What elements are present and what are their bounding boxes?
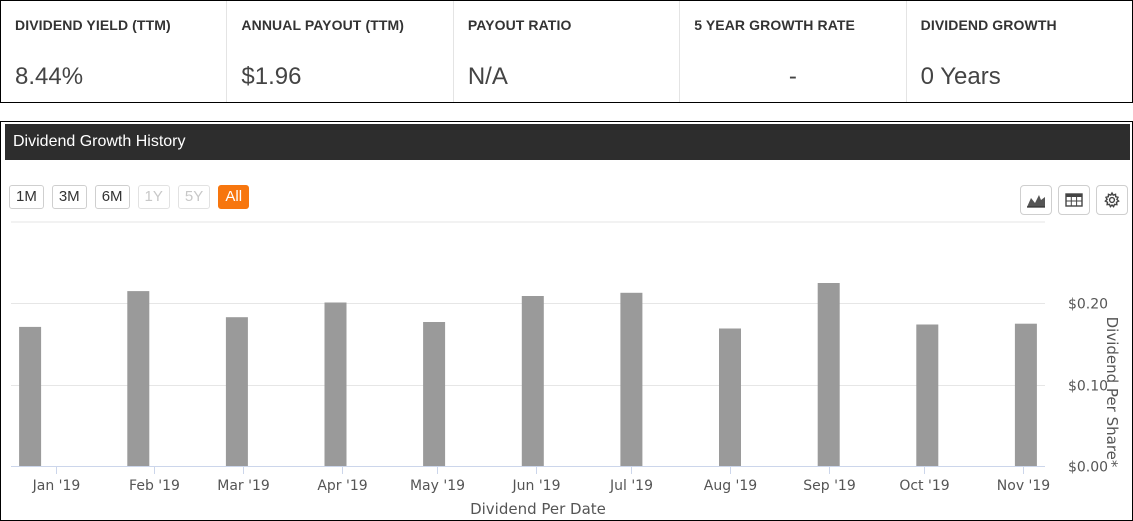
dividend-bar bbox=[620, 292, 643, 466]
x-tick-label: Nov '19 bbox=[997, 478, 1050, 494]
stat-value: $1.96 bbox=[241, 63, 302, 90]
chart-toolbar bbox=[1020, 185, 1128, 215]
dividend-bar bbox=[719, 328, 741, 466]
y-axis: $0.00 $0.10 $0.20 bbox=[1068, 297, 1108, 476]
stat-label: PAYOUT RATIO bbox=[467, 17, 572, 33]
range-1m-button[interactable]: 1M bbox=[9, 185, 44, 209]
dividend-bar bbox=[916, 324, 939, 466]
dividend-bar bbox=[225, 317, 248, 466]
dividend-bar-chart: Jan '19 Feb '19 Mar '19 Apr '19 May '19 Jun '… bbox=[11, 221, 1121, 518]
y-tick-label: $0.10 bbox=[1068, 379, 1108, 395]
x-tick-label: Oct '19 bbox=[899, 478, 949, 494]
dividend-bar bbox=[521, 296, 544, 466]
table-icon bbox=[1065, 193, 1083, 207]
stat-value: N/A bbox=[467, 63, 508, 90]
x-tick-label: Jun '19 bbox=[512, 478, 561, 494]
chart-view-button[interactable] bbox=[1020, 185, 1052, 215]
stat-value: - bbox=[788, 63, 797, 90]
x-tick-label: Aug '19 bbox=[704, 478, 757, 494]
stat-annual-payout: ANNUAL PAYOUT (TTM) $1.96 bbox=[227, 1, 454, 102]
x-axis: Jan '19 Feb '19 Mar '19 Apr '19 May '19 Jun '… bbox=[11, 466, 1050, 494]
dividend-bar bbox=[19, 326, 42, 466]
stat-value: 0 Years bbox=[920, 63, 1001, 90]
stat-value: 8.44% bbox=[15, 63, 84, 90]
stat-label: DIVIDEND YIELD (TTM) bbox=[15, 17, 171, 33]
x-tick-label: Feb '19 bbox=[129, 478, 180, 494]
range-1y-button[interactable]: 1Y bbox=[137, 185, 170, 209]
x-tick-label: Mar '19 bbox=[217, 478, 270, 494]
range-all-button[interactable]: All bbox=[218, 185, 250, 209]
stat-label: 5 YEAR GROWTH RATE bbox=[694, 17, 855, 33]
y-tick-label: $0.00 bbox=[1068, 460, 1108, 476]
stat-dividend-yield: DIVIDEND YIELD (TTM) 8.44% bbox=[1, 1, 228, 102]
table-view-button[interactable] bbox=[1058, 185, 1090, 215]
panel-title: Dividend Growth History bbox=[5, 124, 1130, 160]
dividend-bar bbox=[324, 302, 347, 466]
range-5y-button[interactable]: 5Y bbox=[177, 185, 211, 209]
area-chart-icon bbox=[1027, 195, 1045, 208]
stat-label: ANNUAL PAYOUT (TTM) bbox=[241, 17, 405, 33]
range-3m-button[interactable]: 3M bbox=[51, 185, 87, 209]
range-selector: 1M 3M 6M 1Y 5Y All bbox=[9, 185, 250, 209]
stat-five-year-growth-rate: 5 YEAR GROWTH RATE - bbox=[680, 1, 907, 102]
range-6m-button[interactable]: 6M bbox=[94, 185, 130, 209]
x-tick-label: Jan '19 bbox=[32, 478, 81, 494]
x-axis-title: Dividend Per Date bbox=[470, 500, 606, 518]
chart-settings-button[interactable] bbox=[1096, 185, 1128, 215]
dividend-growth-history-panel: Dividend Growth History Jan '19 Feb '19 Ma… bbox=[0, 121, 1133, 521]
dividend-bar bbox=[127, 291, 150, 466]
stat-dividend-growth: DIVIDEND GROWTH 0 Years bbox=[907, 1, 1132, 102]
x-tick-label: Jul '19 bbox=[609, 478, 653, 494]
dividend-bar bbox=[423, 322, 446, 466]
gear-icon bbox=[1104, 191, 1120, 208]
y-tick-label: $0.20 bbox=[1068, 297, 1108, 313]
x-tick-label: Apr '19 bbox=[317, 478, 367, 494]
dividend-bar bbox=[1014, 323, 1037, 466]
y-axis-title: Dividend Per Share* bbox=[1103, 317, 1121, 468]
stat-payout-ratio: PAYOUT RATIO N/A bbox=[454, 1, 681, 102]
stat-label: DIVIDEND GROWTH bbox=[920, 17, 1057, 33]
dividend-bar bbox=[817, 283, 840, 466]
x-tick-label: May '19 bbox=[410, 478, 465, 494]
bar-series bbox=[19, 283, 1037, 466]
dividend-stats-panel: DIVIDEND YIELD (TTM) 8.44% ANNUAL PAYOUT… bbox=[0, 0, 1133, 103]
x-tick-label: Sep '19 bbox=[803, 478, 856, 494]
